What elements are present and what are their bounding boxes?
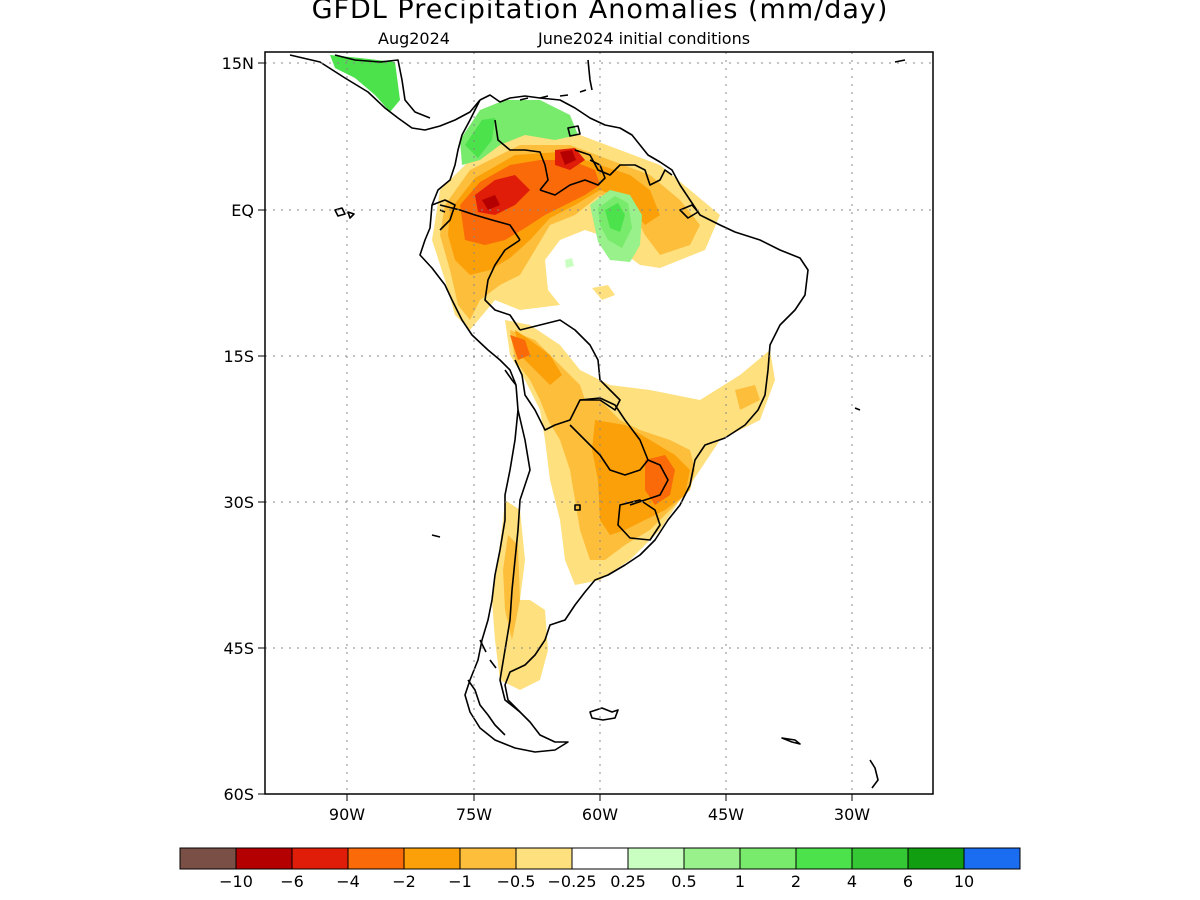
lat-label-45s: 45S bbox=[223, 639, 254, 658]
colorbar: −10 −6 −4 −2 −1 −0.5 −0.25 0.25 0.5 1 2 4 6 10 bbox=[179, 847, 1021, 891]
colorbar-swatch bbox=[907, 847, 965, 870]
border-colombia-peru bbox=[439, 204, 521, 241]
border-ecuador bbox=[431, 199, 456, 231]
border-argentina-chile bbox=[499, 409, 531, 713]
colorbar-label: 4 bbox=[847, 872, 857, 891]
colorbar-swatch bbox=[515, 847, 573, 870]
colorbar-label: −0.5 bbox=[497, 872, 536, 891]
map-frame bbox=[264, 51, 934, 795]
lon-label-30w: 30W bbox=[834, 805, 870, 824]
shade-green-small bbox=[565, 258, 574, 268]
caribbean-islands bbox=[519, 59, 906, 101]
colorbar-swatch bbox=[291, 847, 349, 870]
map-title: GFDL Precipitation Anomalies (mm/day) bbox=[311, 0, 889, 25]
colorbar-swatch bbox=[739, 847, 797, 870]
shade-orange-central bbox=[592, 420, 690, 535]
trindade bbox=[854, 407, 861, 411]
colorbar-label: −4 bbox=[336, 872, 360, 891]
lat-label-30s: 30S bbox=[223, 493, 254, 512]
lon-label-60w: 60W bbox=[582, 805, 618, 824]
south-america-coast bbox=[419, 94, 809, 753]
shade-green-colombia bbox=[460, 100, 578, 165]
colorbar-swatch bbox=[459, 847, 517, 870]
map-plot-area bbox=[265, 52, 933, 794]
colorbar-swatch bbox=[683, 847, 741, 870]
border-guianas bbox=[574, 149, 673, 186]
lon-label-75w: 75W bbox=[456, 805, 492, 824]
anomaly-shading bbox=[330, 55, 775, 690]
border-peru-chile bbox=[504, 369, 517, 386]
chiloe-tierra-fuego-islands bbox=[467, 639, 506, 736]
shade-lightorange-east bbox=[735, 385, 760, 410]
forecast-month: Aug2024 bbox=[378, 29, 450, 48]
coastlines bbox=[289, 54, 906, 789]
colorbar-label: 6 bbox=[903, 872, 913, 891]
colorbar-label: −0.25 bbox=[547, 872, 596, 891]
lakes-argentina bbox=[431, 209, 581, 538]
colorbar-swatch bbox=[235, 847, 293, 870]
lat-label-60s: 60S bbox=[223, 785, 254, 804]
border-venezuela-brazil bbox=[539, 159, 606, 196]
lat-label-15n: 15N bbox=[222, 54, 254, 73]
shade-darkred-north bbox=[482, 195, 500, 210]
shade-yellow-south bbox=[492, 500, 548, 690]
initial-conditions-label: June2024 initial conditions bbox=[538, 29, 751, 48]
border-colombia-venezuela bbox=[494, 119, 549, 191]
shade-darkorange-central bbox=[645, 455, 675, 505]
shade-darkred-guyana bbox=[560, 150, 576, 165]
border-paraguay bbox=[569, 397, 649, 476]
trinidad bbox=[567, 125, 581, 137]
border-bolivia bbox=[514, 319, 621, 431]
colorbar-label: 0.5 bbox=[671, 872, 696, 891]
colorbar-swatch bbox=[851, 847, 909, 870]
marajo-island bbox=[679, 204, 699, 219]
shade-green-colombia-dark bbox=[465, 118, 495, 158]
colorbar-swatch bbox=[963, 847, 1021, 870]
galapagos-islands bbox=[334, 207, 355, 219]
shade-orange-andes bbox=[515, 330, 562, 385]
colorbar-label: 10 bbox=[954, 872, 974, 891]
colorbar-label: 0.25 bbox=[610, 872, 646, 891]
colorbar-label: −2 bbox=[392, 872, 416, 891]
latitude-axis: 15N EQ 15S 30S 45S 60S bbox=[222, 54, 265, 804]
colorbar-swatch bbox=[795, 847, 853, 870]
longitude-axis: 90W 75W 60W 45W 30W bbox=[329, 794, 870, 824]
border-peru-brazil bbox=[484, 239, 521, 331]
shade-yellow-small bbox=[592, 285, 615, 300]
south-sandwich bbox=[869, 759, 879, 789]
lon-label-90w: 90W bbox=[329, 805, 365, 824]
falkland-islands bbox=[589, 707, 619, 721]
shade-darkorange-andes bbox=[510, 335, 530, 360]
colorbar-label: −1 bbox=[448, 872, 472, 891]
colorbar-label: −10 bbox=[219, 872, 253, 891]
colorbar-label: −6 bbox=[280, 872, 304, 891]
colorbar-swatch bbox=[403, 847, 461, 870]
colorbar-swatch bbox=[627, 847, 685, 870]
border-brazil-argentina bbox=[629, 459, 669, 506]
colorbar-swatch bbox=[179, 847, 237, 870]
south-georgia bbox=[781, 737, 801, 745]
colorbar-swatch bbox=[347, 847, 405, 870]
colorbar-swatch bbox=[571, 847, 629, 870]
shade-green-central-america bbox=[330, 55, 400, 112]
lat-label-15s: 15S bbox=[223, 347, 254, 366]
colorbar-label: 1 bbox=[735, 872, 745, 891]
colorbar-label: 2 bbox=[791, 872, 801, 891]
lon-label-45w: 45W bbox=[708, 805, 744, 824]
central-america-coast bbox=[289, 54, 481, 131]
lat-label-eq: EQ bbox=[231, 201, 254, 220]
